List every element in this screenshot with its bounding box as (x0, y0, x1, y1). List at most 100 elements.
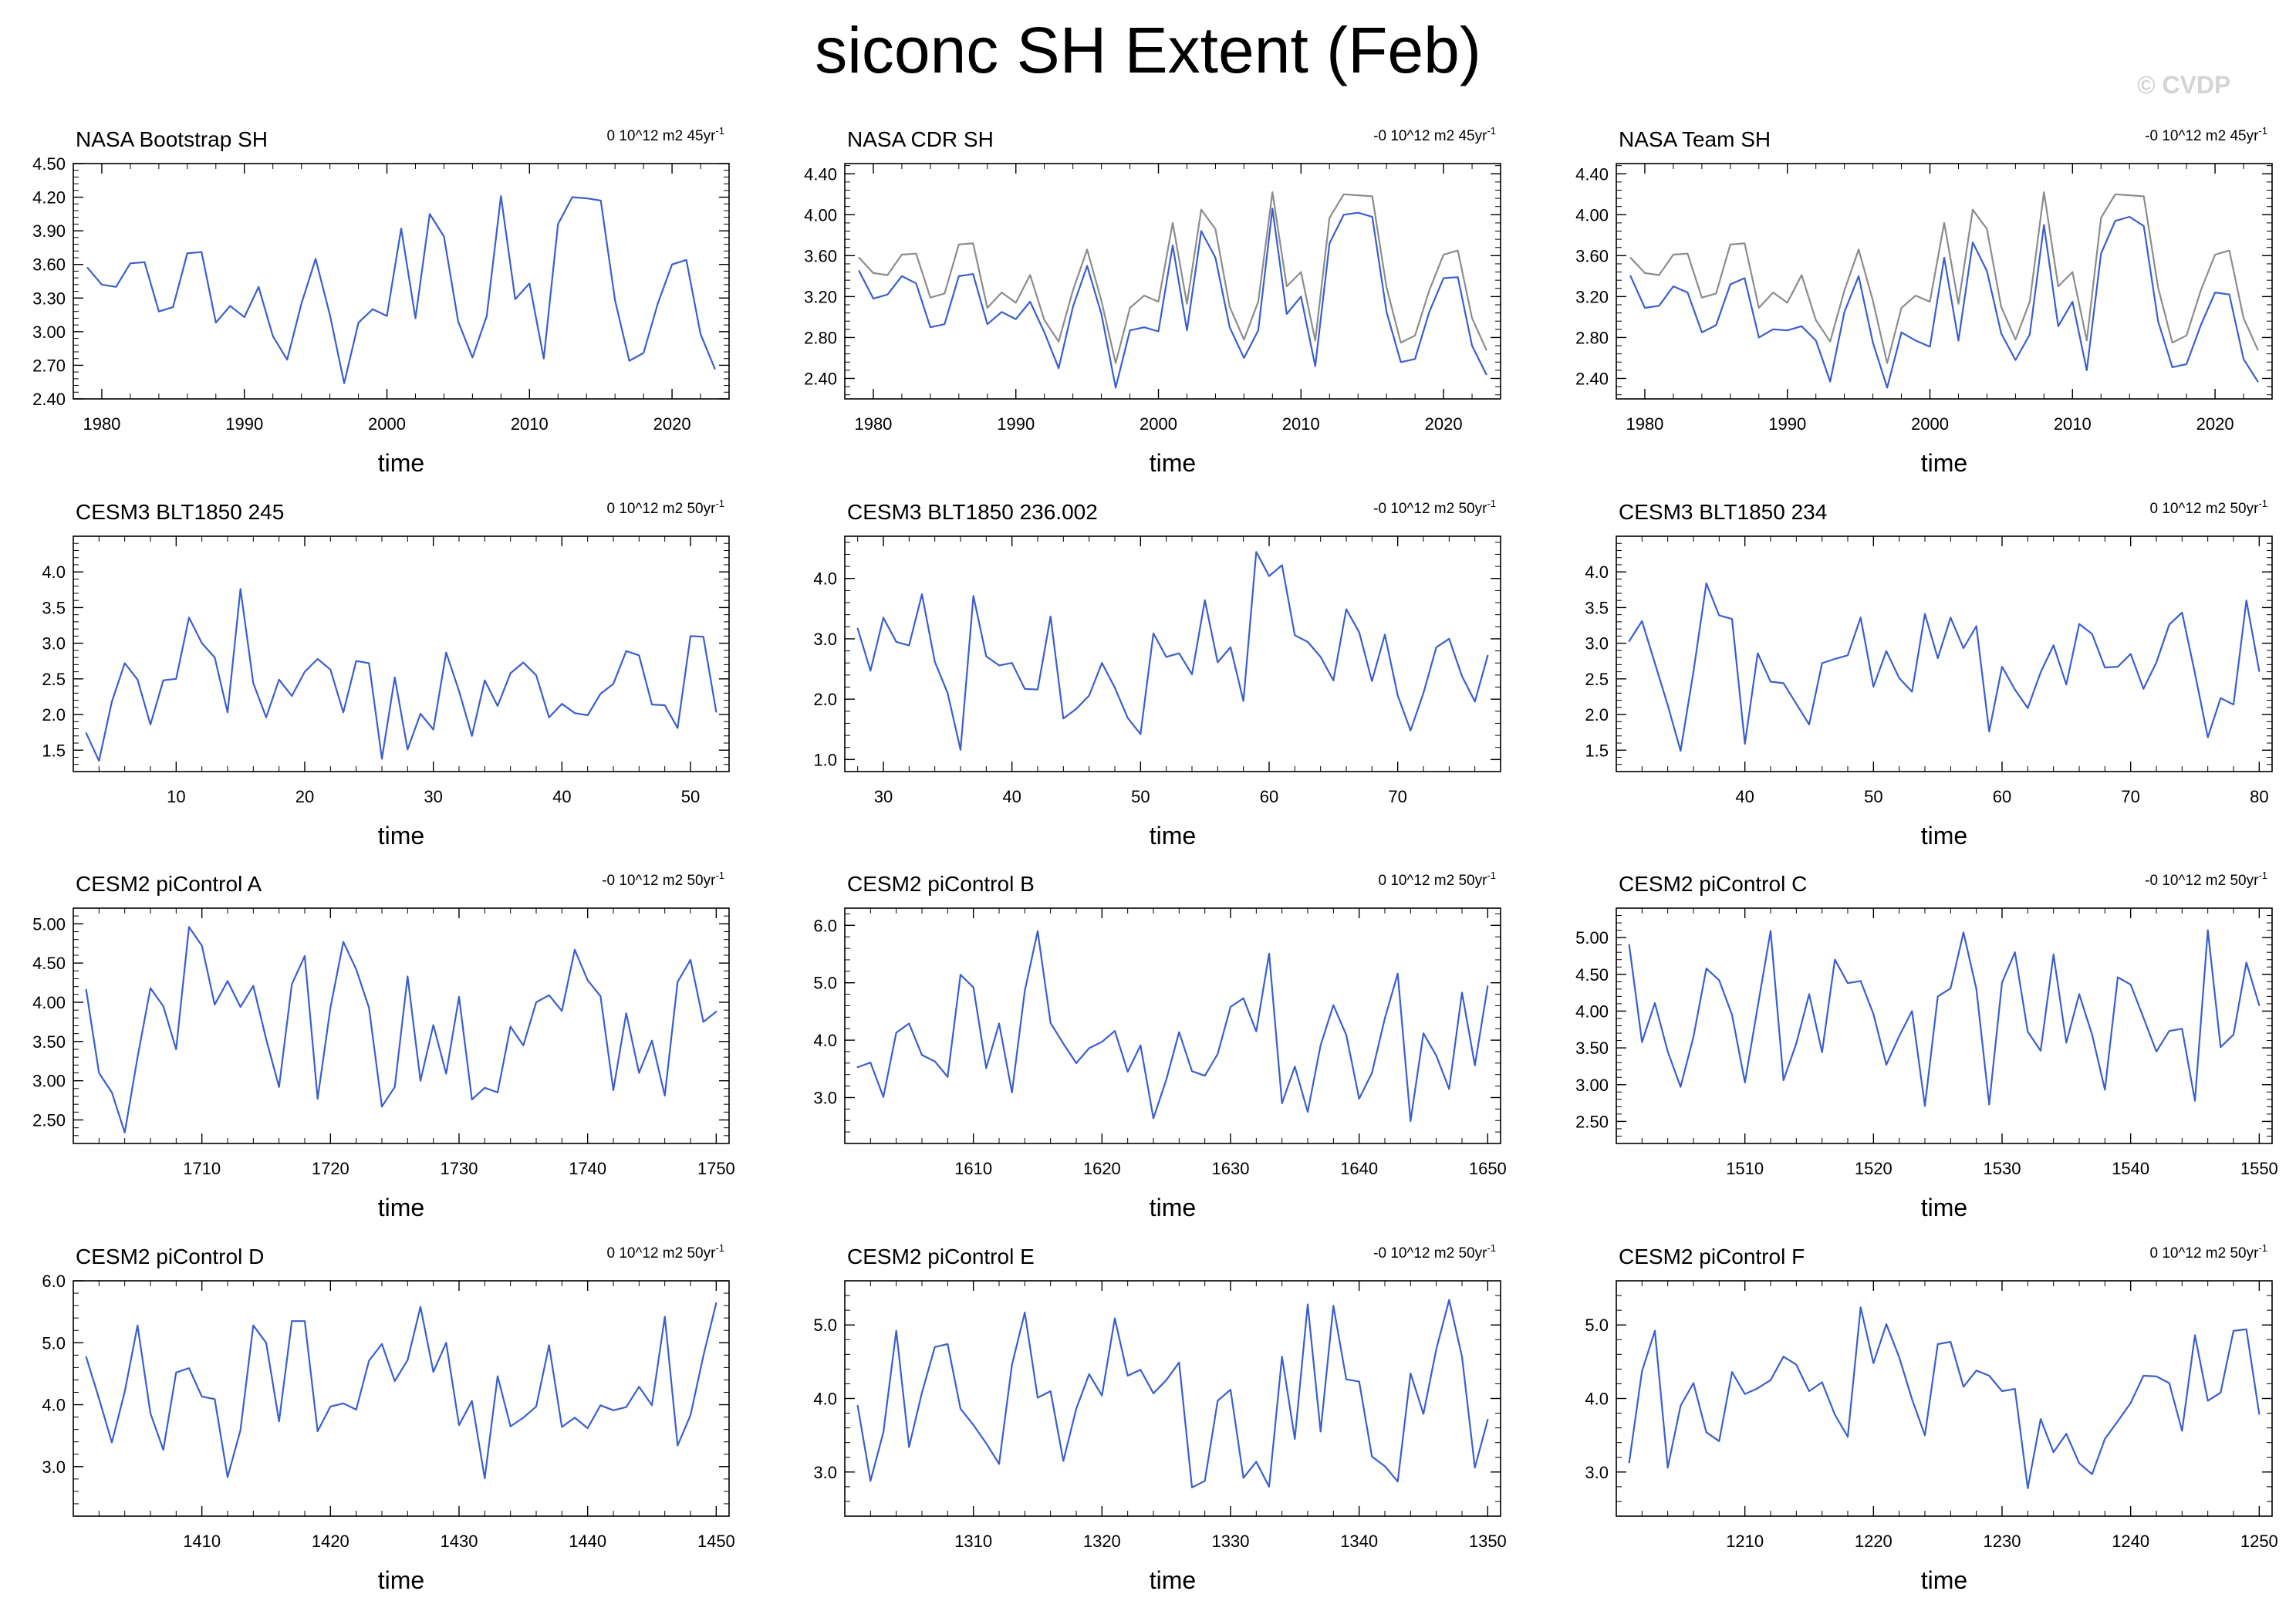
y-tick-label: 3.5 (1585, 598, 1609, 617)
y-tick-label: 3.0 (42, 1458, 66, 1477)
y-tick-label: 5.0 (42, 1333, 66, 1353)
panel-title: CESM3 BLT1850 245 (76, 500, 284, 524)
x-tick-label: 1980 (83, 414, 120, 434)
x-tick-label: 1220 (1855, 1532, 1893, 1551)
y-tick-label: 2.80 (804, 328, 837, 347)
x-tick-label: 80 (2250, 787, 2268, 806)
x-tick-label: 60 (1993, 787, 2011, 806)
x-tick-label: 1980 (1626, 414, 1663, 434)
trend-exponent: -1 (2258, 1242, 2267, 1254)
plot-frame (1616, 163, 2273, 400)
y-tick-label: 3.0 (42, 634, 66, 654)
x-axis-label: time (1150, 822, 1196, 850)
x-tick-label: 1510 (1726, 1159, 1764, 1178)
series-line (85, 1302, 718, 1480)
x-axis-label: time (378, 1194, 424, 1221)
plot-frame (844, 907, 1501, 1144)
panel-title: NASA Team SH (1619, 127, 1771, 151)
x-tick-label: 1630 (1212, 1159, 1250, 1178)
y-tick-label: 1.5 (42, 741, 66, 760)
cvdp-watermark: © CVDP (2137, 71, 2231, 99)
y-tick-label: 3.30 (32, 289, 66, 308)
trend-exponent: -1 (715, 1242, 724, 1254)
y-tick-label: 4.00 (804, 205, 837, 225)
panel-title: CESM3 BLT1850 234 (1619, 500, 1827, 524)
x-tick-label: 2020 (1425, 414, 1463, 434)
trend-exponent: -1 (1487, 1242, 1496, 1254)
trend-label: -0 10^12 m2 50yr-1 (2145, 870, 2267, 889)
x-axis-label: time (1150, 1194, 1196, 1221)
y-tick-label: 4.40 (1575, 164, 1609, 184)
panel-title: CESM2 piControl B (847, 872, 1035, 896)
y-tick-label: 5.0 (1585, 1316, 1609, 1335)
trend-exponent: -1 (715, 498, 724, 509)
x-tick-label: 1330 (1212, 1532, 1250, 1551)
plot-frame (73, 163, 730, 400)
x-tick-label: 1340 (1340, 1532, 1378, 1551)
trend-exponent: -1 (2258, 870, 2267, 881)
trend-label: -0 10^12 m2 50yr-1 (602, 870, 724, 889)
x-tick-label: 1750 (697, 1159, 735, 1178)
y-tick-label: 4.00 (32, 993, 66, 1012)
x-axis-label: time (1921, 1194, 1967, 1221)
y-tick-label: 3.90 (32, 221, 66, 241)
x-tick-label: 40 (1735, 787, 1754, 806)
x-tick-label: 1550 (2240, 1159, 2278, 1178)
y-tick-label: 2.70 (32, 356, 66, 375)
y-tick-label: 1.0 (813, 750, 837, 769)
chart-panel-1: NASA Bootstrap SH 0 10^12 m2 45yr-1 2.40 2.… (32, 125, 730, 477)
y-tick-label: 5.0 (813, 974, 837, 993)
y-tick-label: 2.80 (1575, 328, 1609, 347)
plot-frame (844, 163, 1501, 400)
y-tick-label: 5.00 (1575, 928, 1609, 947)
y-tick-label: 3.60 (32, 255, 66, 275)
x-tick-label: 1450 (697, 1532, 735, 1551)
x-tick-label: 1520 (1855, 1159, 1893, 1178)
x-tick-label: 1540 (2112, 1159, 2149, 1178)
x-tick-label: 1640 (1340, 1159, 1378, 1178)
plot-frame (844, 1280, 1501, 1517)
x-tick-label: 1430 (441, 1532, 478, 1551)
x-tick-label: 2010 (2054, 414, 2092, 434)
y-tick-label: 2.40 (32, 390, 66, 409)
y-tick-label: 5.0 (813, 1316, 837, 1335)
series-line (1629, 215, 2259, 389)
y-tick-label: 6.0 (42, 1272, 66, 1291)
y-tick-label: 4.50 (32, 154, 66, 174)
y-tick-label: 2.0 (42, 705, 66, 725)
trend-label: -0 10^12 m2 50yr-1 (1373, 498, 1496, 517)
observed-series-line (858, 191, 1487, 364)
trend-label: 0 10^12 m2 50yr-1 (606, 1242, 724, 1262)
y-tick-label: 4.0 (42, 562, 66, 582)
trend-label: 0 10^12 m2 50yr-1 (2149, 1242, 2267, 1262)
x-tick-label: 2010 (511, 414, 549, 434)
y-tick-label: 4.0 (1585, 562, 1609, 582)
x-tick-label: 1620 (1083, 1159, 1121, 1178)
y-tick-label: 5.00 (32, 914, 66, 934)
y-tick-label: 3.0 (813, 1088, 837, 1107)
chart-panel-8: CESM2 piControl B 0 10^12 m2 50yr-1 3.0 4.0… (813, 870, 1506, 1221)
plot-frame (844, 535, 1501, 772)
x-axis-label: time (1150, 1566, 1196, 1594)
x-tick-label: 2020 (653, 414, 691, 434)
y-tick-label: 3.00 (1575, 1076, 1609, 1095)
x-tick-label: 70 (1388, 787, 1406, 806)
x-tick-label: 1230 (1984, 1532, 2021, 1551)
x-tick-label: 1710 (183, 1159, 221, 1178)
chart-panel-10: CESM2 piControl D 0 10^12 m2 50yr-1 3.0 4.0… (42, 1242, 734, 1594)
y-tick-label: 4.00 (1575, 1002, 1609, 1021)
x-tick-label: 10 (167, 787, 185, 806)
trend-label: 0 10^12 m2 45yr-1 (606, 125, 724, 144)
y-tick-label: 3.0 (813, 1463, 837, 1482)
y-tick-label: 3.60 (1575, 246, 1609, 265)
chart-panel-3: NASA Team SH -0 10^12 m2 45yr-1 2.40 2.80 3.… (1575, 125, 2273, 477)
x-tick-label: 1610 (954, 1159, 992, 1178)
trend-label: -0 10^12 m2 45yr-1 (1373, 125, 1496, 144)
y-tick-label: 2.5 (1585, 670, 1609, 689)
trend-exponent: -1 (1487, 125, 1496, 137)
trend-label: 0 10^12 m2 50yr-1 (1378, 870, 1496, 889)
plot-frame (73, 1280, 730, 1517)
x-tick-label: 1650 (1469, 1159, 1507, 1178)
panel-title: CESM2 piControl D (76, 1245, 264, 1268)
y-tick-label: 4.00 (1575, 205, 1609, 225)
